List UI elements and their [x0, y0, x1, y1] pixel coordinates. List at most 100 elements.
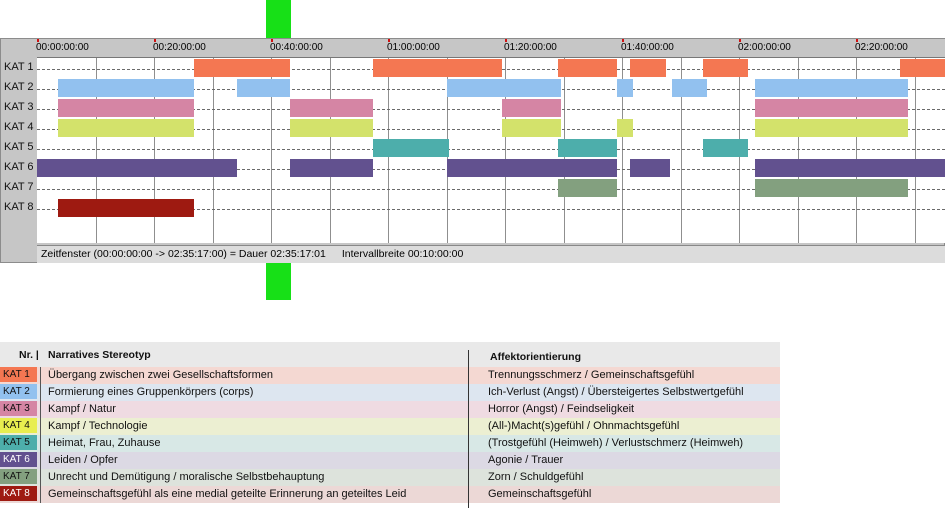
legend-table: Nr. | Narratives Stereotyp Affektorienti… [0, 342, 780, 508]
legend-row: KAT 3 Kampf / Natur Horror (Angst) / Feind… [0, 401, 780, 418]
category-badge: KAT 7 [0, 469, 37, 484]
header-stereotyp: Narratives Stereotyp [48, 349, 151, 361]
ruler-tick-label: 02:20:00:00 [855, 42, 908, 53]
stereotyp-text: Übergang zwischen zwei Gesellschaftsform… [48, 369, 273, 381]
ruler-tick-mark [37, 39, 39, 42]
affekt-text: Zorn / Schuldgefühl [488, 471, 584, 483]
row-guide-line [37, 109, 945, 110]
category-badge: KAT 1 [0, 367, 37, 382]
segment-bar[interactable] [672, 79, 708, 97]
badge-separator [40, 452, 41, 469]
segment-bar[interactable] [558, 139, 618, 157]
grid-line [212, 58, 214, 243]
grid-line [329, 58, 331, 243]
ruler-tick-label: 01:20:00:00 [504, 42, 557, 53]
segment-bar[interactable] [629, 159, 670, 177]
segment-bar[interactable] [194, 59, 291, 77]
badge-separator [40, 384, 41, 401]
segment-bar[interactable] [58, 119, 195, 137]
grid-line [680, 58, 682, 243]
segment-bar[interactable] [617, 79, 634, 97]
segment-bar[interactable] [629, 59, 667, 77]
segment-bar[interactable] [502, 99, 561, 117]
stereotyp-text: Unrecht und Demütigung / moralische Selb… [48, 471, 325, 483]
segment-bar[interactable] [755, 79, 909, 97]
segment-bar[interactable] [290, 99, 373, 117]
segment-bar[interactable] [58, 199, 195, 217]
segment-bar[interactable] [446, 79, 561, 97]
segment-bar[interactable] [58, 99, 195, 117]
segment-bar[interactable] [372, 139, 449, 157]
segment-bar[interactable] [755, 179, 909, 197]
badge-separator [40, 435, 41, 452]
segment-bar[interactable] [755, 159, 945, 177]
ruler-tick-mark [154, 39, 156, 42]
segment-bar[interactable] [617, 119, 634, 137]
ruler-tick-mark [271, 39, 273, 42]
stereotyp-text: Heimat, Frau, Zuhause [48, 437, 161, 449]
ruler-tick-mark [739, 39, 741, 42]
ruler-tick-label: 00:20:00:00 [153, 42, 206, 53]
category-badge: KAT 4 [0, 418, 37, 433]
row-label: KAT 1 [4, 61, 34, 73]
grid-line [95, 58, 97, 243]
segment-bar[interactable] [703, 59, 749, 77]
timeline-grid[interactable] [37, 58, 945, 243]
badge-separator [40, 486, 41, 503]
segment-bar[interactable] [58, 79, 195, 97]
grid-line [505, 58, 506, 243]
stereotyp-text: Kampf / Technologie [48, 420, 148, 432]
time-ruler[interactable]: 00:00:00:00 00:20:00:00 00:40:00:00 01:00:0… [36, 39, 945, 58]
affekt-text: Agonie / Trauer [488, 454, 564, 466]
row-label: KAT 2 [4, 81, 34, 93]
affekt-text: Gemeinschaftsgefühl [488, 488, 592, 500]
grid-line [914, 58, 916, 243]
segment-bar[interactable] [290, 119, 373, 137]
legend-row: KAT 4 Kampf / Technologie (All-)Macht(s)ge… [0, 418, 780, 435]
legend-header: Nr. | Narratives Stereotyp Affektorienti… [0, 342, 780, 367]
legend-row: KAT 1 Übergang zwischen zwei Gesellschaft… [0, 367, 780, 384]
timeline-panel: 00:00:00:00 00:20:00:00 00:40:00:00 01:00:0… [0, 38, 945, 263]
category-badge: KAT 3 [0, 401, 37, 416]
segment-bar[interactable] [755, 99, 909, 117]
segment-bar[interactable] [755, 119, 909, 137]
stereotyp-text: Leiden / Opfer [48, 454, 118, 466]
segment-bar[interactable] [703, 139, 749, 157]
affekt-text: (All-)Macht(s)gefühl / Ohnmachtsgefühl [488, 420, 680, 432]
green-marker-bottom[interactable] [266, 263, 291, 300]
intervallbreite-text: Intervallbreite 00:10:00:00 [341, 248, 464, 260]
row-guide-line [37, 209, 945, 210]
row-label: KAT 4 [4, 121, 34, 133]
segment-bar[interactable] [372, 59, 503, 77]
legend-row: KAT 2 Formierung eines Gruppenkörpers (co… [0, 384, 780, 401]
row-guide-line [37, 149, 945, 150]
grid-line [856, 58, 857, 243]
header-nr: Nr. | [19, 349, 39, 361]
segment-bar[interactable] [290, 159, 373, 177]
badge-separator [40, 401, 41, 418]
segment-bar[interactable] [558, 59, 618, 77]
stereotyp-text: Kampf / Natur [48, 403, 116, 415]
green-marker-top[interactable] [266, 0, 291, 38]
affekt-text: (Trostgefühl (Heimweh) / Verlustschmerz … [488, 437, 744, 449]
segment-bar[interactable] [37, 159, 238, 177]
segment-bar[interactable] [446, 159, 618, 177]
legend-row: KAT 5 Heimat, Frau, Zuhause (Trostgefühl (… [0, 435, 780, 452]
category-badge: KAT 6 [0, 452, 37, 467]
row-guide-line [37, 189, 945, 190]
grid-line [271, 58, 272, 243]
segment-bar[interactable] [502, 119, 561, 137]
category-badge: KAT 5 [0, 435, 37, 450]
category-badge: KAT 8 [0, 486, 37, 501]
segment-bar[interactable] [558, 179, 618, 197]
row-label: KAT 7 [4, 181, 34, 193]
ruler-tick-mark [388, 39, 390, 42]
stereotyp-text: Formierung eines Gruppenkörpers (corps) [48, 386, 254, 398]
segment-bar[interactable] [900, 59, 945, 77]
segment-bar[interactable] [237, 79, 291, 97]
ruler-tick-label: 00:40:00:00 [270, 42, 323, 53]
legend-row: KAT 8 Gemeinschaftsgefühl als eine medial… [0, 486, 780, 503]
ruler-tick-label: 00:00:00:00 [36, 42, 89, 53]
grid-line [797, 58, 799, 243]
row-label: KAT 3 [4, 101, 34, 113]
